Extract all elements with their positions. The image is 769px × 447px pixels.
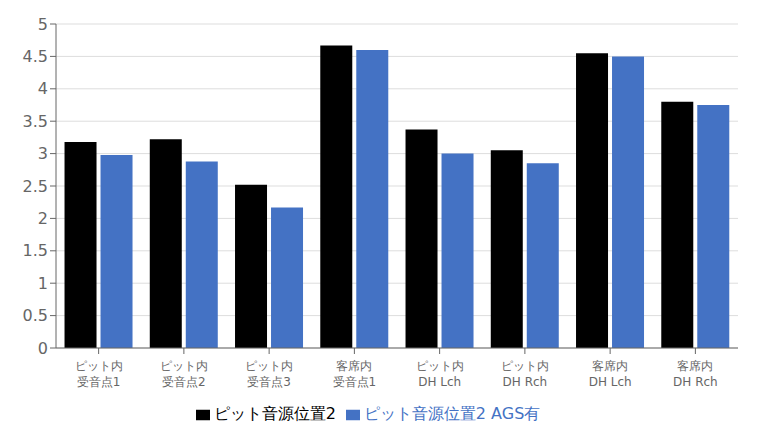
svg-text:2.5: 2.5: [23, 177, 48, 196]
svg-text:1.5: 1.5: [23, 241, 48, 260]
svg-text:ピット内受音点2: ピット内受音点2: [160, 359, 208, 389]
html-text:ピット音源位置2: ピット音源位置2: [213, 404, 336, 423]
svg-text:4: 4: [38, 79, 48, 98]
svg-text:1: 1: [38, 274, 48, 293]
svg-text:0: 0: [38, 339, 48, 358]
svg-text:2: 2: [38, 209, 48, 228]
svg-text:ピット内DH Lch: ピット内DH Lch: [416, 359, 464, 389]
svg-text:3.5: 3.5: [23, 112, 48, 131]
svg-text:客席内DH Lch: 客席内DH Lch: [589, 359, 632, 389]
svg-text:0.5: 0.5: [23, 306, 48, 325]
svg-text:客席内受音点1: 客席内受音点1: [333, 359, 377, 389]
svg-text:ピット内受音点1: ピット内受音点1: [75, 359, 123, 389]
svg-text:5: 5: [38, 15, 48, 34]
svg-text:ピット内DH Rch: ピット内DH Rch: [501, 359, 549, 389]
svg-text:客席内DH Rch: 客席内DH Rch: [673, 359, 718, 389]
svg-text:ピット内受音点3: ピット内受音点3: [245, 359, 293, 389]
svg-text:4.5: 4.5: [23, 47, 48, 66]
html-text:ピット音源位置2 AGS有: ピット音源位置2 AGS有: [363, 404, 541, 423]
svg-text:3: 3: [38, 144, 48, 163]
